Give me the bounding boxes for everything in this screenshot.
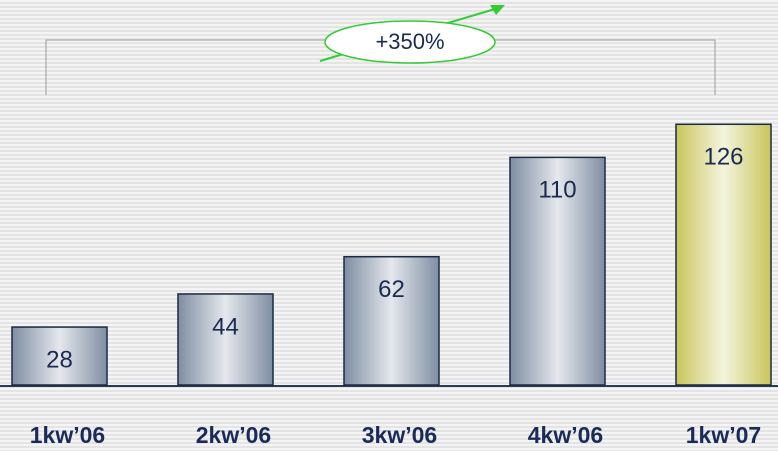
bar — [343, 255, 440, 386]
x-tick-label: 1kw’07 — [686, 422, 761, 448]
value-label: 44 — [212, 313, 239, 340]
value-label: 62 — [378, 276, 405, 303]
value-label: 110 — [538, 177, 576, 204]
value-label: 126 — [703, 144, 743, 171]
x-tick-label: 2kw’06 — [196, 422, 271, 448]
bar — [11, 326, 108, 386]
value-label: 28 — [46, 346, 73, 373]
bar — [177, 293, 274, 386]
annotation-bubble — [324, 20, 496, 64]
bar — [675, 123, 772, 386]
arrow-head — [490, 5, 505, 15]
bar — [509, 156, 606, 386]
x-tick-label: 4kw’06 — [528, 422, 603, 448]
x-tick-label: 3kw’06 — [362, 422, 437, 448]
x-tick-label: 1kw’06 — [30, 422, 105, 448]
annotation: +350% — [375, 29, 444, 54]
